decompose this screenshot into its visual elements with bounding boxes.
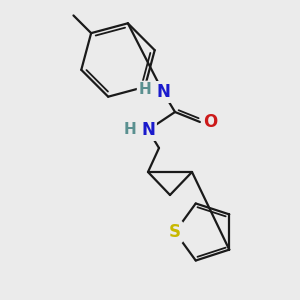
Text: O: O [203, 113, 217, 131]
Text: N: N [141, 121, 155, 139]
Text: H: H [124, 122, 136, 136]
Text: H: H [139, 82, 152, 98]
Text: N: N [156, 83, 170, 101]
Text: S: S [169, 223, 181, 241]
